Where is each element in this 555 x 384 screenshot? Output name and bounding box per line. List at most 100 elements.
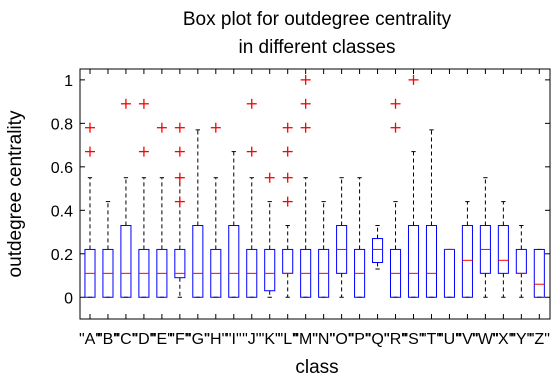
outlier-marker: [282, 122, 293, 133]
outlier-marker: [174, 122, 185, 133]
chart-title-line-1: Box plot for outdegree centrality: [183, 9, 452, 30]
box-iqr: [533, 248, 545, 298]
outlier-marker: [120, 98, 131, 109]
x-tick-label: "O": [330, 331, 354, 348]
outlier-marker: [300, 74, 311, 85]
box-iqr: [192, 225, 204, 298]
box-iqr: [461, 225, 473, 298]
outlier-marker: [282, 196, 293, 207]
box-group: [174, 122, 186, 298]
outlier-marker: [282, 172, 293, 183]
y-axis-label: outdegree centrality: [5, 110, 26, 277]
y-tick-label: 0.2: [51, 247, 73, 264]
outlier-marker: [174, 196, 185, 207]
outlier-marker: [300, 122, 311, 133]
outlier-marker: [408, 74, 419, 85]
box-iqr: [174, 248, 186, 279]
x-tick-label: "M": [293, 331, 318, 348]
x-tick-label: "N": [312, 331, 335, 348]
box-iqr: [407, 225, 420, 298]
x-tick-label: "D": [132, 331, 155, 348]
x-tick-label: "U": [438, 331, 461, 348]
box-iqr: [372, 238, 384, 263]
outlier-marker: [390, 98, 401, 109]
outlier-marker: [264, 172, 275, 183]
box-iqr: [425, 225, 438, 298]
x-tick-label: "G": [186, 331, 210, 348]
box-group: [479, 177, 491, 298]
x-tick-label: "A": [79, 331, 101, 348]
x-tick-label: "Y": [510, 331, 532, 348]
box-group: [156, 122, 168, 298]
outlier-marker: [138, 98, 149, 109]
box-iqr: [497, 225, 509, 274]
box-iqr: [264, 248, 276, 292]
x-tick-label: "K": [259, 331, 281, 348]
x-tick-label: "H": [204, 331, 227, 348]
box-group: [138, 98, 150, 298]
box-group: [300, 74, 312, 298]
box-group: [192, 129, 204, 298]
box-group: [354, 177, 366, 298]
x-tick-label: "E": [151, 331, 173, 348]
outlier-marker: [300, 98, 311, 109]
box-group: [425, 129, 438, 298]
y-axis: 0 0.2 0.4 0.6 0.8 1: [51, 73, 550, 307]
box-group: [228, 151, 240, 298]
x-tick-label: "C": [114, 331, 137, 348]
outlier-marker: [174, 146, 185, 157]
box-plots: [84, 74, 545, 298]
y-tick-label: 0.4: [51, 203, 73, 220]
box-group: [461, 201, 473, 298]
box-iqr: [228, 225, 240, 298]
x-tick-label: "L": [278, 331, 298, 348]
x-tick-label: "W": [472, 331, 498, 348]
y-tick-label: 0.8: [51, 116, 73, 133]
box-group: [533, 248, 545, 298]
x-tick-label: "T": [421, 331, 442, 348]
box-group: [336, 177, 348, 298]
x-tick-label: "Q": [366, 331, 390, 348]
x-tick-label: "I": [226, 331, 242, 348]
outlier-marker: [84, 122, 95, 133]
outlier-marker: [84, 146, 95, 157]
box-iqr: [120, 225, 132, 298]
box-group: [407, 74, 420, 298]
x-tick-label: "P": [349, 331, 371, 348]
outlier-marker: [282, 146, 293, 157]
box-group: [497, 201, 509, 298]
outlier-marker: [390, 122, 401, 133]
x-tick-label: "F": [169, 331, 190, 348]
x-tick-label: "V": [456, 331, 478, 348]
outlier-marker: [156, 122, 167, 133]
plot-area: [79, 68, 551, 320]
chart-title-line-2: in different classes: [238, 37, 395, 58]
box-group: [264, 172, 276, 298]
box-group: [515, 225, 527, 298]
box-group: [102, 201, 114, 298]
box-group: [443, 248, 455, 298]
outlier-marker: [246, 98, 257, 109]
y-tick-label: 0: [64, 290, 73, 307]
box-group: [372, 225, 384, 270]
x-tick-label: "X": [492, 331, 514, 348]
x-tick-label: "J": [242, 331, 261, 348]
x-tick-label: "S": [402, 331, 424, 348]
outlier-marker: [246, 146, 257, 157]
box-group: [318, 201, 330, 298]
x-axis: "A""B""C""D""E""F""G""H""I" "J""K""L""M""…: [79, 69, 550, 348]
x-tick-label: "Z": [529, 331, 550, 348]
box-group: [282, 122, 294, 298]
box-group: [120, 98, 132, 298]
x-tick-label: "R": [384, 331, 407, 348]
outlier-marker: [138, 146, 149, 157]
box-group: [389, 98, 402, 298]
x-tick-label: "B": [97, 331, 119, 348]
box-group: [246, 98, 258, 298]
box-group: [84, 122, 96, 298]
box-group: [210, 122, 222, 298]
y-tick-label: 0.6: [51, 160, 73, 177]
